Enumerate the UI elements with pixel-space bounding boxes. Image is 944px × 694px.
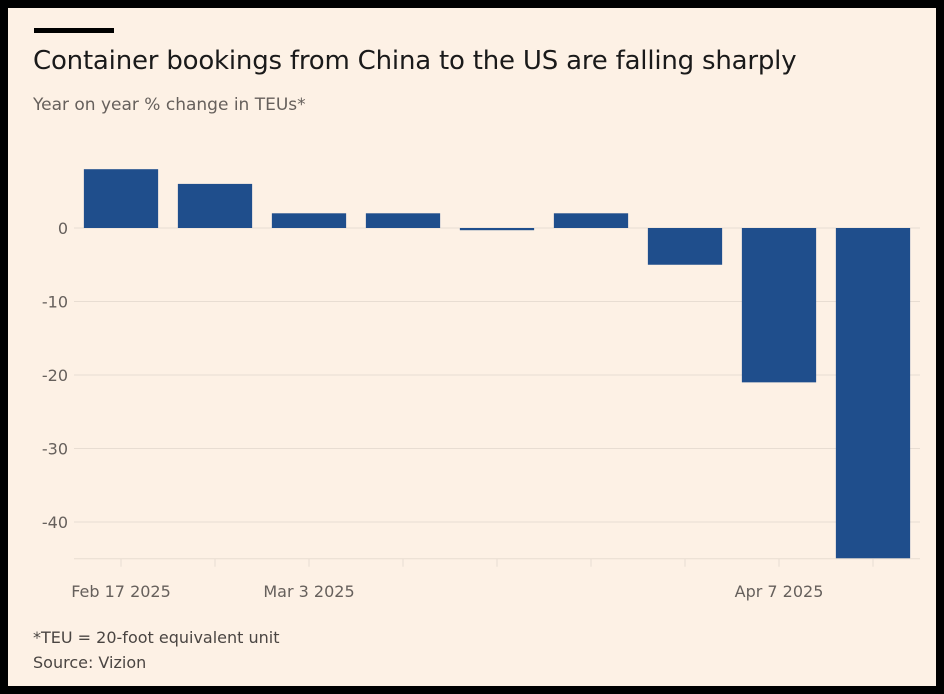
bar <box>365 213 441 228</box>
x-tick-label: Feb 17 2025 <box>71 582 171 601</box>
bar <box>177 183 253 228</box>
y-tick-label: -30 <box>42 440 68 459</box>
x-tick-label: Mar 3 2025 <box>263 582 354 601</box>
chart-source: Source: Vizion <box>33 653 147 672</box>
chart-frame: Container bookings from China to the US … <box>8 8 936 686</box>
y-tick-label: 0 <box>58 219 68 238</box>
bar <box>459 228 535 231</box>
y-tick-label: -20 <box>42 366 68 385</box>
bar <box>647 228 723 265</box>
chart-title: Container bookings from China to the US … <box>33 46 797 76</box>
chart-footnote: *TEU = 20-foot equivalent unit <box>33 628 280 647</box>
bar <box>741 228 817 383</box>
y-tick-label: -40 <box>42 513 68 532</box>
bar <box>271 213 347 228</box>
x-tick-label: Apr 7 2025 <box>735 582 824 601</box>
bar <box>553 213 629 228</box>
chart-subtitle: Year on year % change in TEUs* <box>33 95 306 115</box>
accent-bar <box>34 28 114 33</box>
bar-chart: 0 -10 -20 -30 -40 Feb 17 2025 Mar 3 2025 Apr 7 … <box>42 169 920 601</box>
y-tick-label: -10 <box>42 293 68 312</box>
bar <box>83 169 159 228</box>
bar <box>835 228 911 559</box>
